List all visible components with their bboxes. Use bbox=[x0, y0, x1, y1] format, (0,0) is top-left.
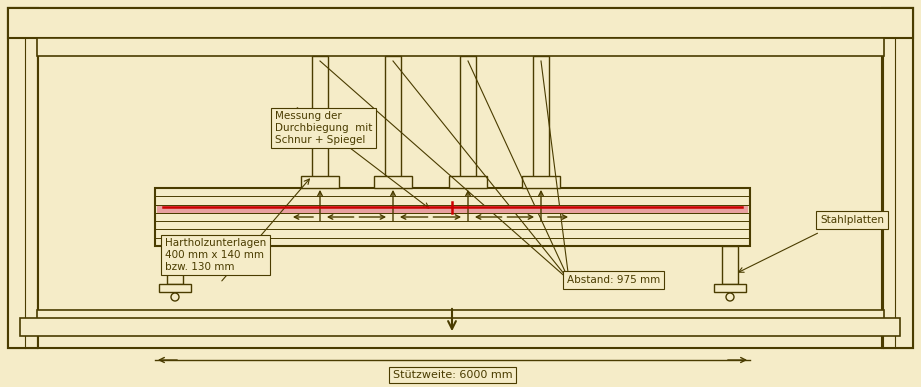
Bar bbox=[20, 318, 900, 336]
Bar bbox=[722, 246, 738, 284]
Bar bbox=[155, 188, 750, 246]
Bar bbox=[159, 284, 191, 292]
Bar bbox=[301, 176, 339, 188]
Bar bbox=[882, 8, 913, 348]
Circle shape bbox=[171, 293, 179, 301]
Bar bbox=[455, 210, 481, 224]
Bar bbox=[8, 8, 38, 348]
Text: Stahlplatten: Stahlplatten bbox=[820, 215, 884, 225]
Bar bbox=[385, 56, 401, 210]
Text: Messung der
Durchbiegung  mit
Schnur + Spiegel: Messung der Durchbiegung mit Schnur + Sp… bbox=[275, 111, 372, 145]
Bar bbox=[460, 56, 476, 210]
Bar bbox=[522, 176, 560, 188]
Bar bbox=[167, 246, 183, 284]
Bar bbox=[533, 56, 549, 210]
Circle shape bbox=[726, 293, 734, 301]
Bar bbox=[8, 8, 913, 38]
Bar bbox=[307, 210, 333, 224]
Text: Hartholzunterlagen
400 mm x 140 mm
bzw. 130 mm: Hartholzunterlagen 400 mm x 140 mm bzw. … bbox=[165, 238, 266, 272]
Bar bbox=[312, 56, 328, 210]
Bar bbox=[380, 210, 406, 224]
Bar bbox=[37, 38, 884, 56]
Bar bbox=[8, 8, 913, 348]
Text: Stützweite: 6000 mm: Stützweite: 6000 mm bbox=[392, 370, 512, 380]
Bar bbox=[449, 176, 487, 188]
Text: Abstand: 975 mm: Abstand: 975 mm bbox=[567, 275, 660, 285]
Bar bbox=[528, 210, 554, 224]
Bar bbox=[714, 284, 746, 292]
Bar bbox=[37, 310, 884, 332]
Bar bbox=[374, 176, 412, 188]
Bar bbox=[157, 205, 748, 213]
